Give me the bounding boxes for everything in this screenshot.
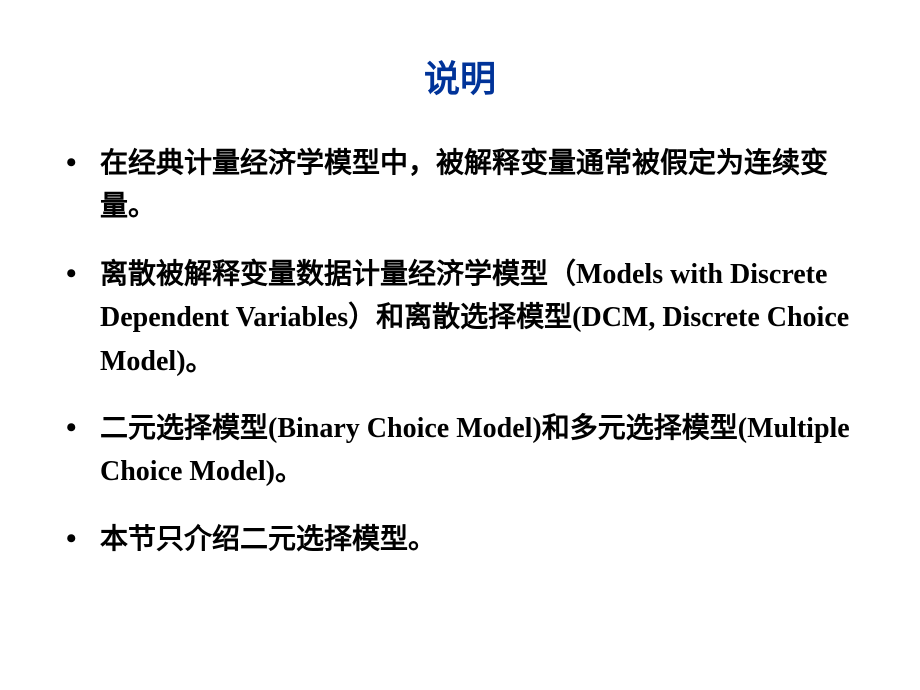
bullet-item: 在经典计量经济学模型中，被解释变量通常被假定为连续变量。 xyxy=(58,142,862,229)
slide-title: 说明 xyxy=(58,50,862,102)
bullet-list: 在经典计量经济学模型中，被解释变量通常被假定为连续变量。 离散被解释变量数据计量… xyxy=(58,142,862,561)
bullet-item: 离散被解释变量数据计量经济学模型（Models with Discrete De… xyxy=(58,253,862,383)
bullet-item: 二元选择模型(Binary Choice Model)和多元选择模型(Multi… xyxy=(58,407,862,494)
bullet-item: 本节只介绍二元选择模型。 xyxy=(58,518,862,561)
slide-container: 说明 在经典计量经济学模型中，被解释变量通常被假定为连续变量。 离散被解释变量数… xyxy=(0,0,920,690)
